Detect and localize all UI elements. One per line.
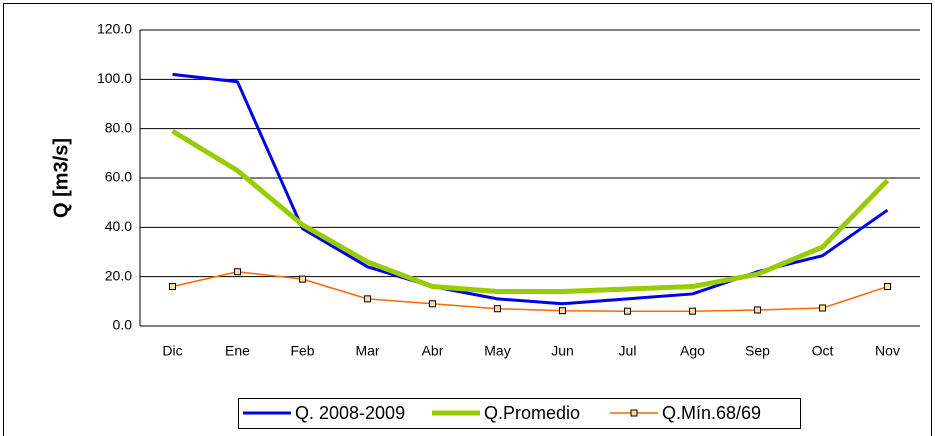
y-tick-label: 0.0 <box>113 317 133 333</box>
marker <box>494 305 501 313</box>
series-line <box>171 128 890 294</box>
x-tick-label: Mar <box>355 343 379 359</box>
x-tick-label: Nov <box>875 343 900 359</box>
y-tick-label: 60.0 <box>105 169 132 185</box>
marker <box>234 268 241 276</box>
y-tick-label: 40.0 <box>105 218 132 234</box>
marker <box>364 295 371 303</box>
x-tick-label: Jul <box>619 343 637 359</box>
y-axis-label: Q [m3/s] <box>50 138 72 218</box>
marker <box>624 307 631 315</box>
legend-label: Q.Mín.68/69 <box>662 403 761 423</box>
marker <box>559 307 566 315</box>
marker <box>429 300 436 308</box>
y-tick-label: 100.0 <box>97 70 132 86</box>
chart-frame <box>3 3 932 436</box>
marker <box>884 283 891 291</box>
marker <box>689 307 696 315</box>
x-tick-label: Sep <box>745 343 770 359</box>
marker <box>754 306 761 314</box>
legend-marker <box>630 409 638 417</box>
x-tick-label: Dic <box>162 343 182 359</box>
series-line <box>172 72 889 306</box>
legend-label: Q. 2008-2009 <box>295 403 405 423</box>
marker <box>299 275 306 283</box>
y-tick-label: 20.0 <box>105 267 132 283</box>
x-tick-label: Jun <box>551 343 574 359</box>
y-tick-label: 80.0 <box>105 119 132 135</box>
series-line <box>172 270 888 312</box>
x-tick-label: Abr <box>422 343 444 359</box>
x-tick-label: Ago <box>680 343 705 359</box>
marker <box>819 304 826 312</box>
marker <box>169 283 176 291</box>
x-tick-label: Ene <box>225 343 250 359</box>
x-tick-label: Oct <box>812 343 834 359</box>
y-tick-label: 120.0 <box>97 21 132 37</box>
legend-label: Q.Promedio <box>484 403 580 423</box>
legend <box>238 398 801 429</box>
x-tick-label: May <box>484 343 510 359</box>
x-tick-label: Feb <box>290 343 314 359</box>
